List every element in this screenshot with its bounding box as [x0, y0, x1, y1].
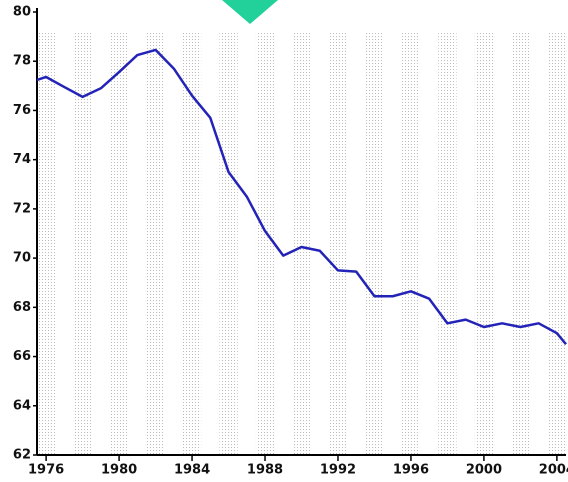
- band: [547, 32, 566, 455]
- band: [328, 32, 348, 455]
- x-tick-label: 1996: [393, 463, 429, 478]
- y-tick-label: 78: [13, 54, 31, 69]
- band: [438, 32, 457, 455]
- band: [365, 32, 384, 455]
- x-tick-label: 1988: [247, 463, 283, 478]
- band: [292, 32, 311, 455]
- band: [474, 32, 494, 455]
- band: [37, 32, 56, 455]
- band: [401, 32, 421, 455]
- band: [109, 32, 129, 455]
- band: [182, 32, 202, 455]
- x-tick-label: 1976: [28, 463, 64, 478]
- data-line: [36, 48, 567, 346]
- y-tick-label: 80: [13, 5, 31, 20]
- y-tick-label: 76: [13, 103, 31, 118]
- band: [511, 32, 530, 455]
- y-tick-label: 64: [13, 398, 31, 413]
- y-tick-label: 68: [13, 300, 31, 315]
- band: [73, 32, 92, 455]
- background-bands: [37, 32, 566, 455]
- x-tick-label: 2004: [539, 463, 568, 478]
- band: [255, 32, 275, 455]
- y-tick-label: 62: [13, 448, 31, 463]
- marker-triangle: [222, 0, 278, 24]
- x-tick-label: 2000: [466, 463, 502, 478]
- y-tick-label: 70: [13, 251, 31, 266]
- x-tick-label: 1980: [101, 463, 137, 478]
- x-tick-label: 1992: [320, 463, 356, 478]
- x-tick-label: 1984: [174, 463, 210, 478]
- y-tick-label: 74: [13, 152, 31, 167]
- y-tick-label: 72: [13, 201, 31, 216]
- band: [219, 32, 238, 455]
- band: [146, 32, 165, 455]
- y-tick-label: 66: [13, 349, 31, 364]
